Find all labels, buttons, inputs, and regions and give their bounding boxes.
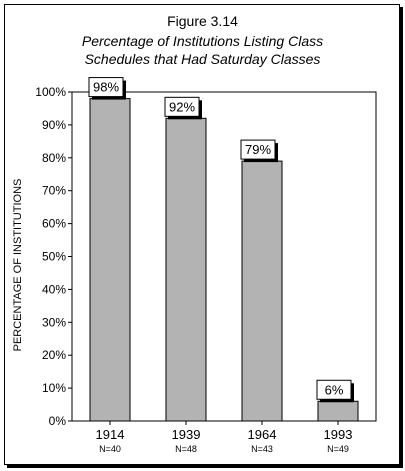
x-tick-label: 1993 [324,427,353,442]
bar [317,400,359,422]
data-label-box [316,379,352,400]
data-label: 92% [169,99,195,114]
bar [165,117,207,422]
data-label-box [164,96,200,117]
figure-title-line-1: Percentage of Institutions Listing Class [81,33,324,49]
sample-size-label: N=49 [327,444,349,454]
x-tick-label: 1939 [172,427,201,442]
y-tick-label: 30% [42,315,66,329]
data-label-box [88,77,124,98]
y-tick-label: 90% [42,118,66,132]
data-label: 98% [93,80,119,95]
sample-size-label: N=43 [251,444,273,454]
y-tick-label: 100% [35,85,66,99]
sample-size-label: N=40 [99,444,121,454]
y-tick-label: 60% [42,217,66,231]
y-tick-label: 80% [42,151,66,165]
y-tick-label: 50% [42,250,66,264]
figure-title-line-2: Schedules that Had Saturday Classes [84,51,321,67]
y-tick-label: 20% [42,348,66,362]
data-label: 79% [245,142,271,157]
y-tick-label: 40% [42,282,66,296]
y-tick-label: 0% [49,414,67,428]
sample-size-label: N=48 [175,444,197,454]
bar [89,98,131,422]
data-label: 6% [325,382,344,397]
bar [241,160,283,422]
data-label-box [240,139,276,160]
y-tick-label: 70% [42,184,66,198]
figure-number: Figure 3.14 [167,13,238,29]
x-tick-label: 1964 [248,427,277,442]
x-tick-label: 1914 [96,427,125,442]
y-tick-label: 10% [42,381,66,395]
